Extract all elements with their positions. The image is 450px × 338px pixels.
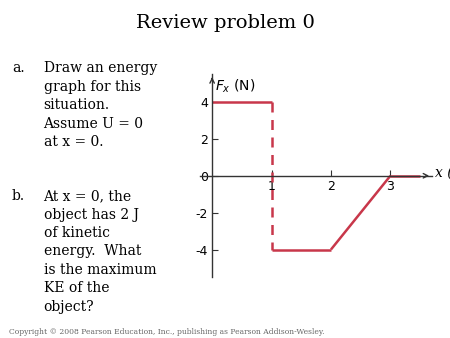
Text: Review problem 0: Review problem 0 [135,14,315,31]
Text: b.: b. [12,189,25,203]
Text: x (m): x (m) [435,166,450,180]
Text: $F_x$ (N): $F_x$ (N) [215,78,256,95]
Text: Copyright © 2008 Pearson Education, Inc., publishing as Pearson Addison-Wesley.: Copyright © 2008 Pearson Education, Inc.… [9,328,324,336]
Text: Draw an energy
graph for this
situation.
Assume U = 0
at x = 0.: Draw an energy graph for this situation.… [44,62,157,149]
Text: a.: a. [12,62,24,75]
Text: At x = 0, the
object has 2 J
of kinetic
energy.  What
is the maximum
KE of the
o: At x = 0, the object has 2 J of kinetic … [44,189,156,314]
